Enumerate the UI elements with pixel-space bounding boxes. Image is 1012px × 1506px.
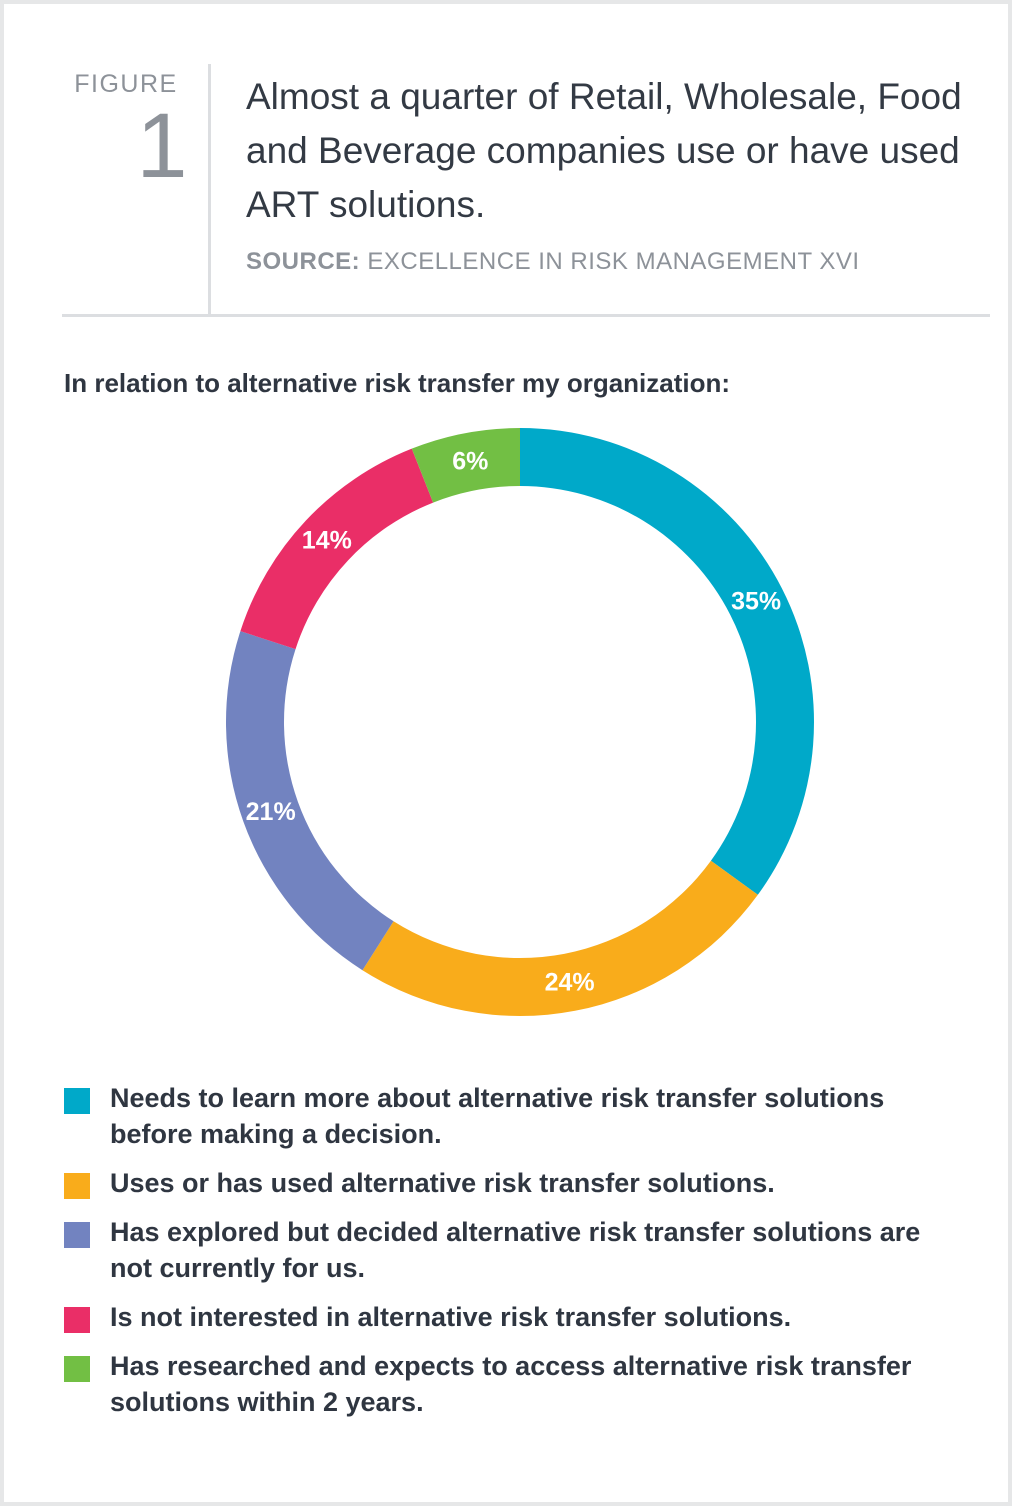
legend-item-4: Is not interested in alternative risk tr… xyxy=(62,1299,962,1335)
donut-chart: 35% 24% 21% 14% 6% xyxy=(225,428,814,1016)
vertical-divider xyxy=(208,64,211,316)
legend-label: Is not interested in alternative risk tr… xyxy=(110,1302,792,1332)
legend-label: Needs to learn more about alternative ri… xyxy=(110,1083,885,1149)
headline: Almost a quarter of Retail, Wholesale, F… xyxy=(246,76,962,225)
figure-label: FIGURE xyxy=(74,70,178,98)
legend-swatch xyxy=(64,1222,90,1248)
horizontal-divider xyxy=(62,314,990,317)
figure-card: FIGURE 1 Almost a quarter of Retail, Who… xyxy=(4,4,1008,1502)
legend-swatch xyxy=(64,1173,90,1199)
source-text: EXCELLENCE IN RISK MANAGEMENT XVI xyxy=(367,248,860,275)
legend-item-5: Has researched and expects to access alt… xyxy=(62,1348,962,1420)
legend-swatch xyxy=(64,1356,90,1382)
donut-slice-5 xyxy=(411,428,520,503)
source-label: SOURCE: xyxy=(246,248,361,275)
donut-slice-label-5: 6% xyxy=(452,448,488,476)
legend-label: Has researched and expects to access alt… xyxy=(110,1351,912,1417)
donut-slice-3 xyxy=(225,631,394,971)
donut-slice-label-2: 24% xyxy=(545,968,595,996)
chart-title: In relation to alternative risk transfer… xyxy=(64,368,731,398)
donut-slice-2 xyxy=(362,860,758,1016)
donut-slice-label-3: 21% xyxy=(246,798,296,826)
legend-item-2: Uses or has used alternative risk transf… xyxy=(62,1165,962,1201)
legend-item-1: Needs to learn more about alternative ri… xyxy=(62,1080,962,1152)
donut-slice-label-1: 35% xyxy=(731,588,781,616)
legend-label: Uses or has used alternative risk transf… xyxy=(110,1168,775,1198)
donut-slice-label-4: 14% xyxy=(302,527,352,555)
source-line: SOURCE: EXCELLENCE IN RISK MANAGEMENT XV… xyxy=(246,248,860,276)
legend-label: Has explored but decided alternative ris… xyxy=(110,1217,921,1283)
legend-swatch xyxy=(64,1088,90,1114)
chart-legend: Needs to learn more about alternative ri… xyxy=(62,1080,962,1433)
figure-number: 1 xyxy=(136,95,188,197)
donut-slice-4 xyxy=(240,448,434,650)
legend-swatch xyxy=(64,1307,90,1333)
donut-slice-1 xyxy=(520,428,814,895)
legend-item-3: Has explored but decided alternative ris… xyxy=(62,1214,962,1286)
